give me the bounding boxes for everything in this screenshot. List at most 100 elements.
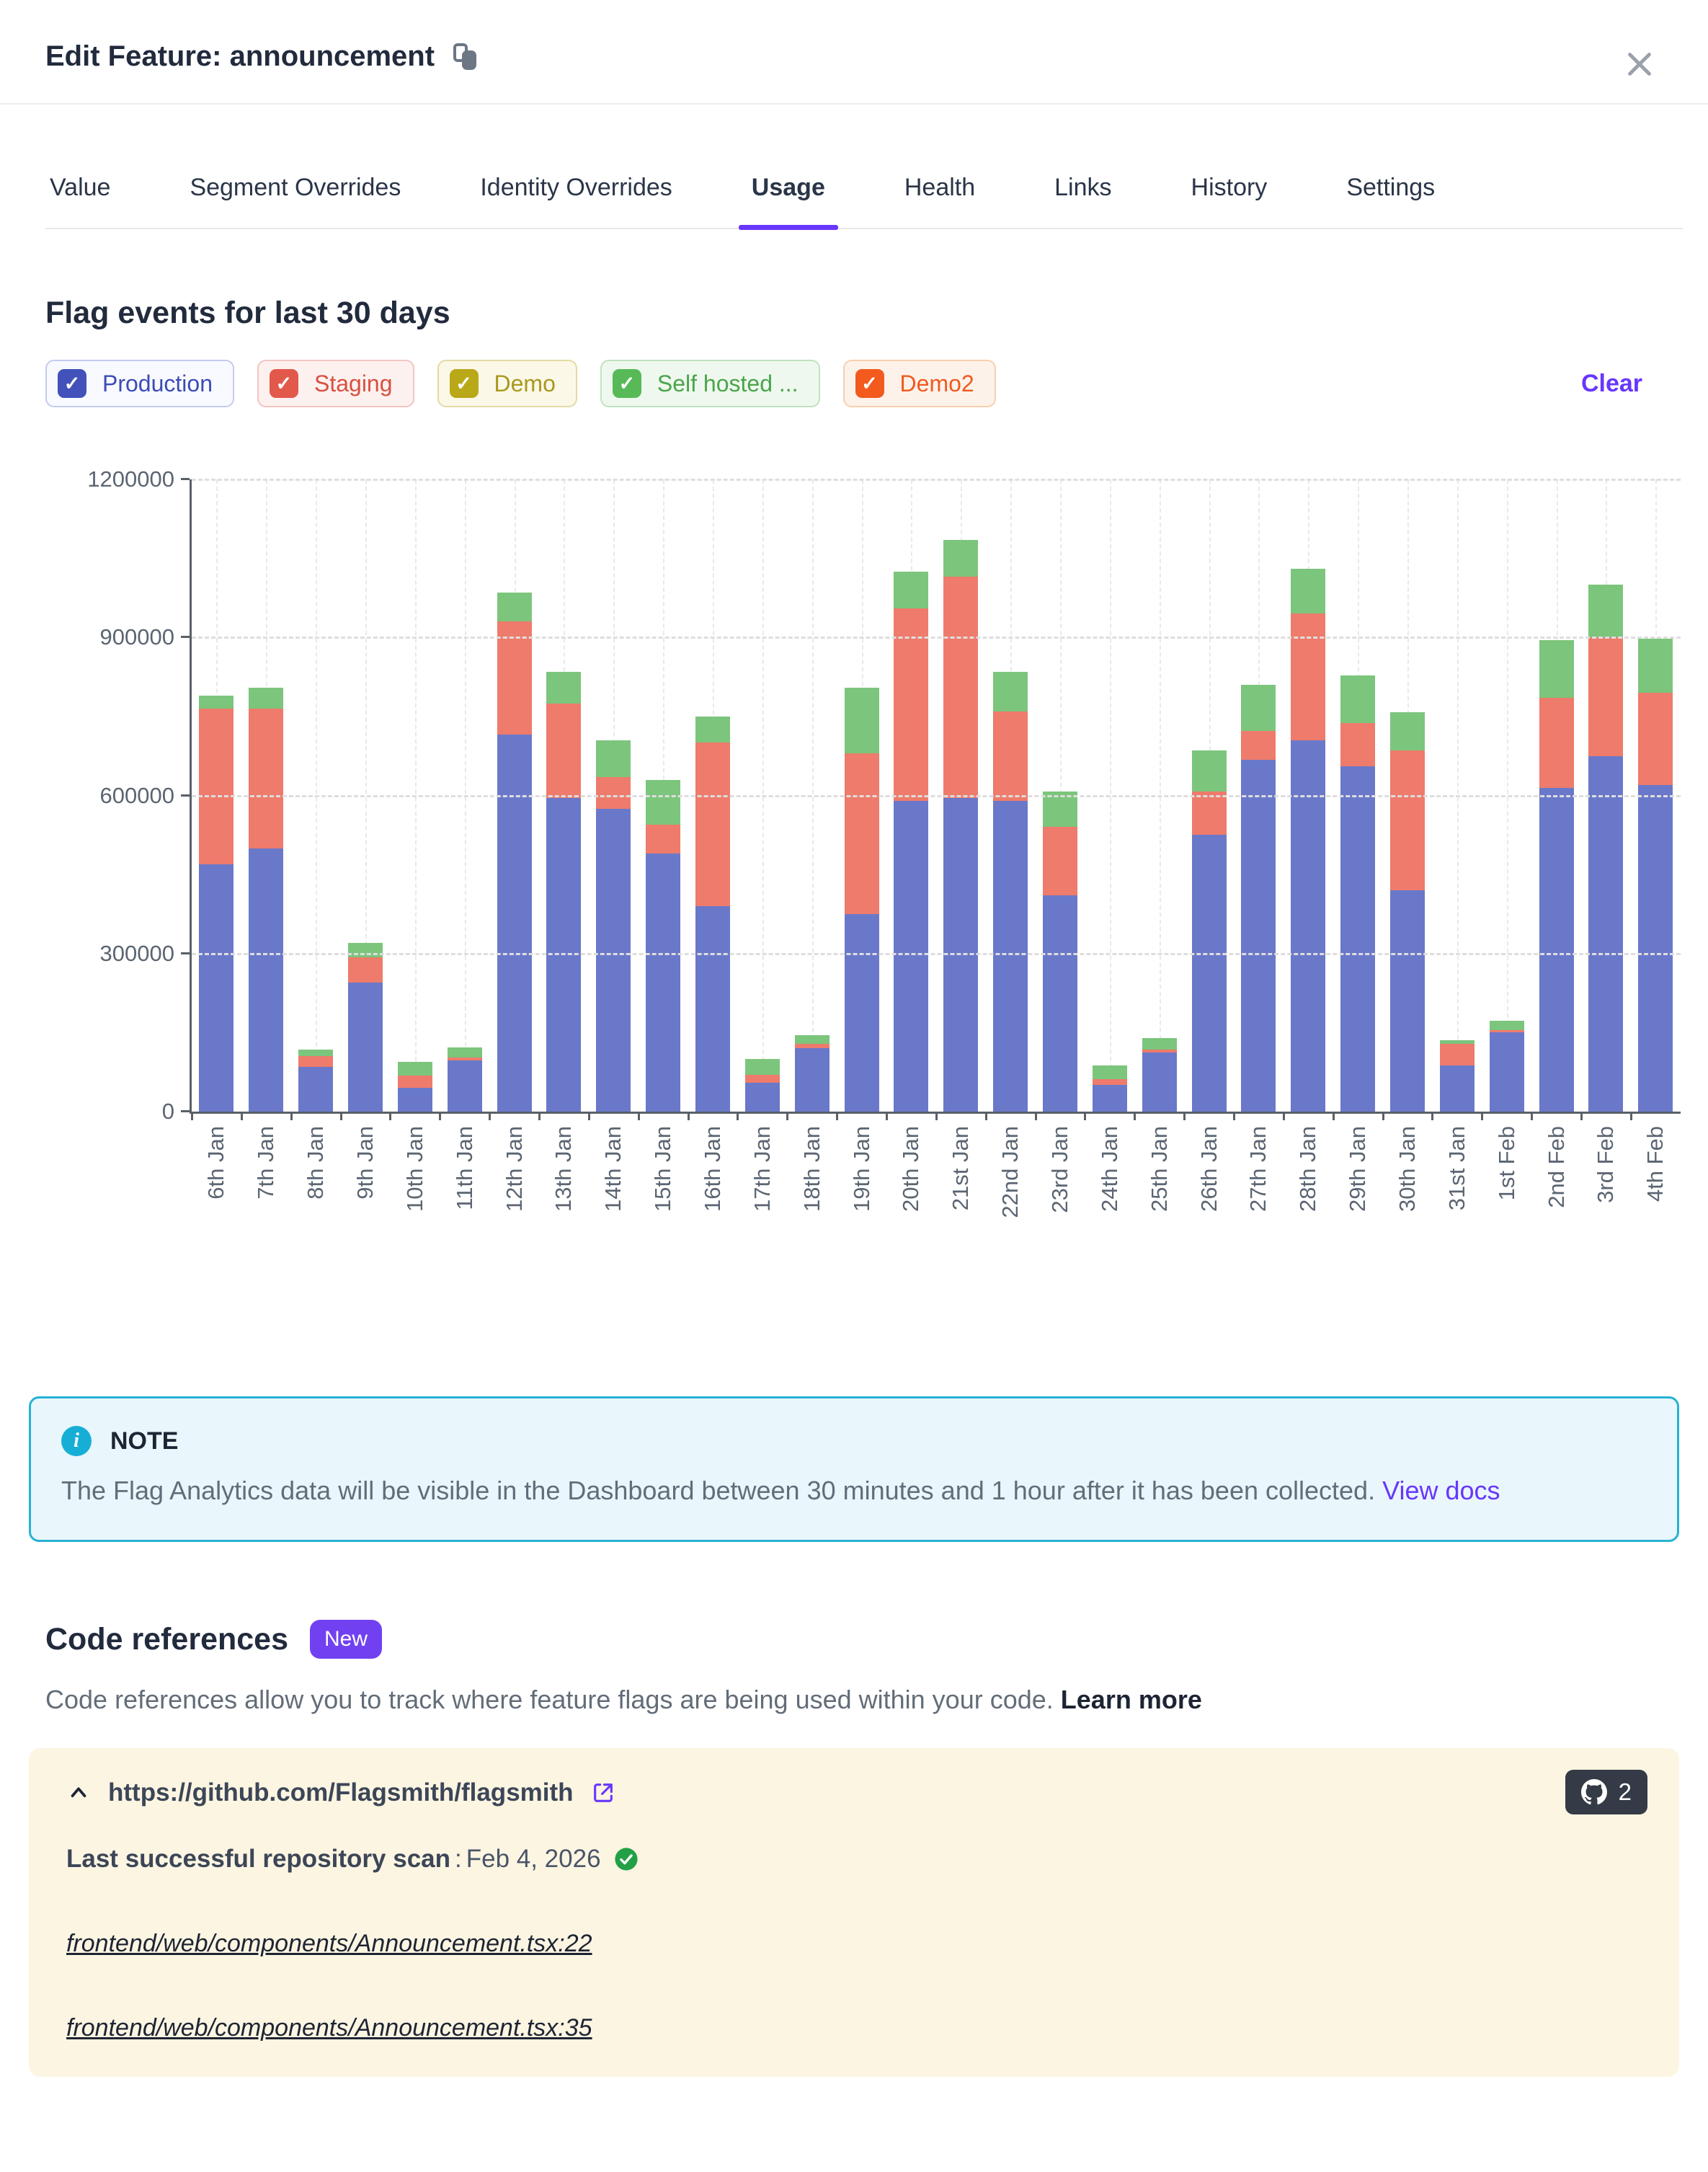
bar-segment-production bbox=[1489, 1032, 1524, 1112]
x-axis-label: 24th Jan bbox=[1096, 1126, 1122, 1212]
external-link-icon[interactable] bbox=[591, 1781, 615, 1805]
y-tick-mark bbox=[181, 478, 190, 480]
bar-segment-self-hosted bbox=[249, 687, 284, 709]
x-axis-label: 19th Jan bbox=[848, 1126, 874, 1212]
bar-segment-self-hosted bbox=[844, 687, 879, 754]
repo-card: https://github.com/Flagsmith/flagsmith 2… bbox=[29, 1748, 1679, 2078]
last-scan-date: Feb 4, 2026 bbox=[466, 1845, 601, 1874]
bar-segment-self-hosted bbox=[1241, 685, 1276, 732]
bar-segment-self-hosted bbox=[695, 716, 731, 743]
chart-slot-7th-jan: 7th Jan bbox=[240, 479, 291, 1200]
env-filter-label: Demo bbox=[494, 370, 556, 396]
bar-segment-production bbox=[397, 1088, 432, 1112]
y-tick-mark bbox=[181, 794, 190, 797]
bar-segment-staging bbox=[397, 1076, 432, 1089]
x-axis-label: 1st Feb bbox=[1493, 1126, 1519, 1201]
bar-segment-staging bbox=[1588, 637, 1624, 756]
bar-segment-staging bbox=[1092, 1078, 1127, 1086]
bar-segment-self-hosted bbox=[744, 1058, 780, 1075]
checkbox-icon[interactable]: ✓ bbox=[612, 369, 641, 398]
y-axis-label: 1200000 bbox=[87, 466, 174, 492]
code-reference-file-link[interactable]: frontend/web/components/Announcement.tsx… bbox=[66, 1930, 592, 1958]
code-reference-file-link[interactable]: frontend/web/components/Announcement.tsx… bbox=[66, 2014, 592, 2042]
tab-segment-overrides[interactable]: Segment Overrides bbox=[190, 174, 401, 201]
y-tick-mark bbox=[181, 1110, 190, 1112]
bar-segment-staging bbox=[1489, 1029, 1524, 1033]
copy-icon[interactable] bbox=[453, 43, 478, 71]
bar-25th-jan bbox=[1142, 479, 1177, 1112]
x-axis-label: 28th Jan bbox=[1295, 1126, 1321, 1212]
y-tick-mark bbox=[181, 952, 190, 954]
bar-segment-production bbox=[1539, 787, 1574, 1112]
x-axis-label: 16th Jan bbox=[700, 1126, 726, 1212]
bar-segment-production bbox=[1043, 895, 1078, 1112]
tab-identity-overrides[interactable]: Identity Overrides bbox=[480, 174, 672, 201]
learn-more-link[interactable]: Learn more bbox=[1060, 1685, 1202, 1715]
bar-segment-production bbox=[1142, 1052, 1177, 1112]
chart-title: Flag events for last 30 days bbox=[45, 296, 450, 330]
bar-segment-self-hosted bbox=[1092, 1065, 1127, 1079]
env-filter-production[interactable]: ✓ Production bbox=[45, 360, 234, 407]
bar-segment-self-hosted bbox=[497, 593, 532, 622]
x-axis-label: 10th Jan bbox=[401, 1126, 427, 1212]
bar-segment-staging bbox=[596, 776, 631, 809]
env-filter-staging[interactable]: ✓ Staging bbox=[257, 360, 414, 407]
bar-segment-self-hosted bbox=[1439, 1040, 1475, 1045]
checkbox-icon[interactable]: ✓ bbox=[269, 369, 298, 398]
bar-segment-staging bbox=[1043, 827, 1078, 896]
repo-url-link[interactable]: https://github.com/Flagsmith/flagsmith bbox=[108, 1778, 574, 1807]
checkbox-icon[interactable]: ✓ bbox=[855, 369, 884, 398]
env-filter-label: Production bbox=[102, 370, 213, 396]
tab-links[interactable]: Links bbox=[1054, 174, 1112, 201]
tab-value[interactable]: Value bbox=[50, 174, 111, 201]
bar-22nd-jan bbox=[993, 479, 1028, 1112]
chart-slot-26th-jan: 26th Jan bbox=[1183, 479, 1234, 1212]
close-icon[interactable] bbox=[1623, 48, 1656, 81]
chart-slot-22nd-jan: 22nd Jan bbox=[984, 479, 1036, 1218]
tab-settings[interactable]: Settings bbox=[1346, 174, 1436, 201]
x-axis-label: 17th Jan bbox=[749, 1126, 775, 1212]
bar-segment-self-hosted bbox=[943, 540, 979, 577]
x-axis-label: 31st Jan bbox=[1444, 1126, 1469, 1211]
chart-plot-area: 6th Jan 7th Jan 8th Jan 9th Jan 10th Jan 11th… bbox=[87, 466, 1681, 1218]
tab-history[interactable]: History bbox=[1191, 174, 1268, 201]
page-title: Edit Feature: announcement bbox=[45, 40, 435, 72]
info-icon: i bbox=[61, 1426, 92, 1456]
env-filter-demo2[interactable]: ✓ Demo2 bbox=[842, 360, 996, 407]
x-axis-label: 22nd Jan bbox=[997, 1126, 1023, 1218]
x-axis-label: 4th Feb bbox=[1642, 1126, 1668, 1202]
flag-events-chart: 6th Jan 7th Jan 8th Jan 9th Jan 10th Jan 11th… bbox=[45, 461, 1686, 1249]
bar-segment-staging bbox=[844, 753, 879, 914]
bar-segment-production bbox=[1439, 1065, 1475, 1112]
github-reference-count-badge[interactable]: 2 bbox=[1565, 1770, 1647, 1815]
bar-19th-jan bbox=[844, 479, 879, 1112]
bar-segment-staging bbox=[744, 1074, 780, 1083]
bar-21st-jan bbox=[943, 479, 979, 1112]
checkbox-icon[interactable]: ✓ bbox=[58, 369, 86, 398]
bar-segment-production bbox=[894, 800, 929, 1112]
env-filter-demo[interactable]: ✓ Demo bbox=[437, 360, 577, 407]
code-references-description: Code references allow you to track where… bbox=[45, 1685, 1663, 1715]
chevron-up-icon[interactable] bbox=[66, 1781, 91, 1805]
checkbox-icon[interactable]: ✓ bbox=[449, 369, 479, 398]
tab-health[interactable]: Health bbox=[904, 174, 976, 201]
y-gridline bbox=[192, 794, 1681, 797]
tab-usage[interactable]: Usage bbox=[738, 174, 838, 230]
bar-11th-jan bbox=[447, 479, 482, 1112]
x-axis-label: 11th Jan bbox=[451, 1126, 477, 1210]
bar-segment-self-hosted bbox=[1539, 639, 1574, 699]
x-axis-label: 29th Jan bbox=[1345, 1126, 1371, 1212]
x-axis-label: 12th Jan bbox=[501, 1126, 527, 1212]
chart-slot-4th-feb: 4th Feb bbox=[1629, 479, 1681, 1202]
y-axis-label: 900000 bbox=[99, 624, 174, 650]
env-filter-self-hosted[interactable]: ✓ Self hosted ... bbox=[600, 360, 820, 407]
bar-segment-staging bbox=[497, 621, 532, 735]
chart-slot-20th-jan: 20th Jan bbox=[886, 479, 936, 1212]
clear-filters-link[interactable]: Clear bbox=[1580, 369, 1642, 397]
view-docs-link[interactable]: View docs bbox=[1382, 1476, 1500, 1505]
bar-segment-self-hosted bbox=[1340, 675, 1376, 724]
bar-segment-production bbox=[199, 864, 234, 1112]
modal-header: Edit Feature: announcement bbox=[0, 0, 1708, 76]
bar-segment-production bbox=[844, 913, 879, 1112]
bar-segment-self-hosted bbox=[596, 740, 631, 777]
